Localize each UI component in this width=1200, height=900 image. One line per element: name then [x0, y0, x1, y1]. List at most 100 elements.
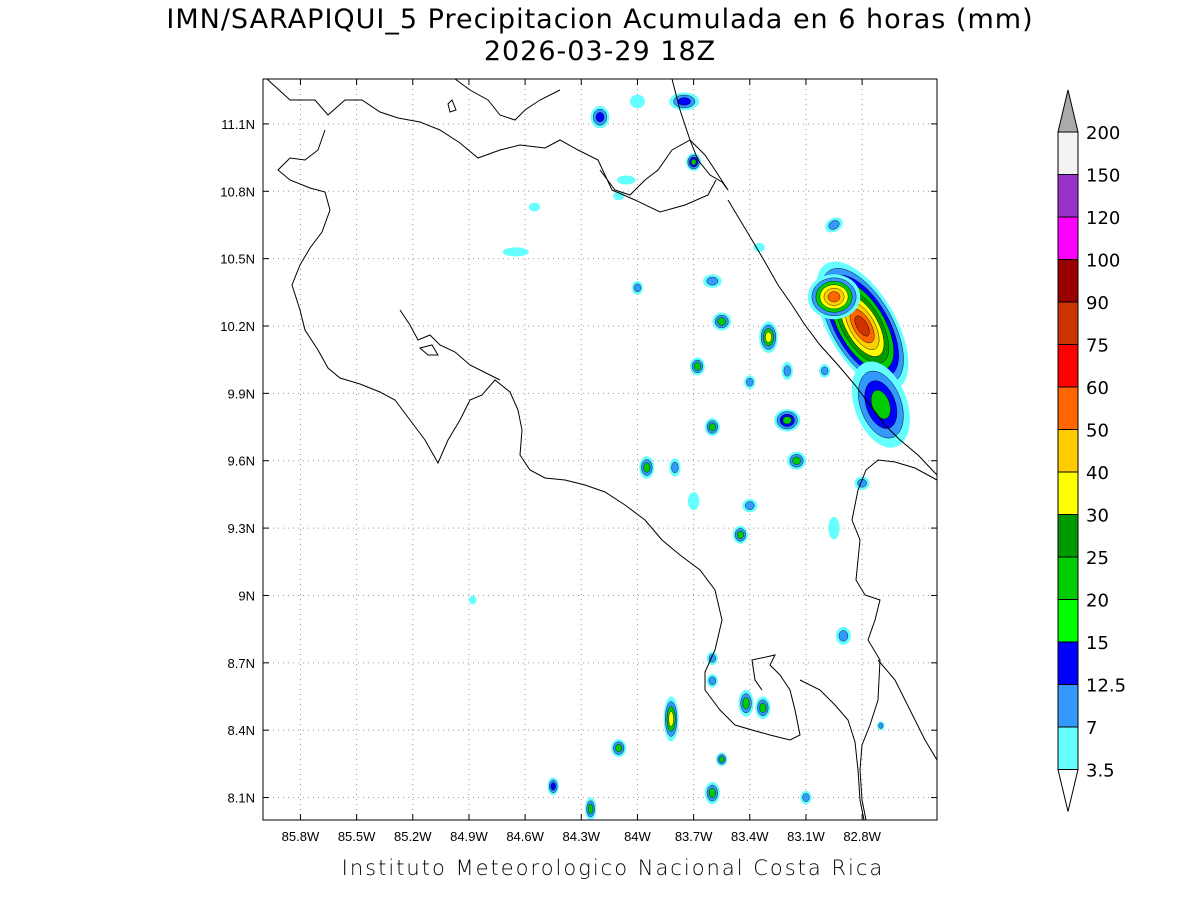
precip-contour — [708, 788, 716, 799]
colorbar-label: 60 — [1086, 378, 1109, 399]
panama-border — [851, 459, 937, 820]
precip-contour — [468, 595, 477, 605]
colorbar-label: 25 — [1086, 548, 1109, 569]
precip-contour — [765, 331, 772, 343]
pacific-coast-guanacaste — [277, 129, 801, 741]
colorbar: 3.5 7 12.5 15 20 25 30 40 50 60 75 90 100 120 150 200 — [1057, 89, 1126, 812]
colorbar-label: 100 — [1086, 251, 1120, 272]
precip-cell — [851, 361, 910, 448]
precip-cell — [686, 153, 702, 172]
precip-contour — [759, 702, 767, 713]
precip-cell — [712, 312, 732, 331]
colorbar-swatch — [1057, 599, 1079, 643]
precip-contour — [588, 803, 594, 814]
map-background — [263, 79, 937, 820]
colorbar-swatch — [1057, 174, 1079, 218]
colorbar-label: 50 — [1086, 421, 1109, 442]
colorbar-swatch — [1057, 471, 1079, 515]
precip-contour — [613, 191, 625, 201]
map-date: 2026-03-29 18Z — [483, 36, 717, 67]
precip-cell — [663, 696, 679, 742]
lat-tick-label: 9.9N — [228, 386, 255, 401]
lon-tick-label: 84W — [624, 829, 651, 844]
colorbar-swatch — [1057, 131, 1079, 175]
precip-contour — [690, 158, 697, 166]
precip-contour — [693, 362, 701, 371]
colorbar-label: 15 — [1086, 633, 1109, 654]
colorbar-swatch — [1057, 641, 1079, 685]
precip-cell — [716, 752, 728, 767]
precip-cell — [689, 357, 705, 376]
precip-contour — [746, 377, 754, 387]
caribbean-coast — [727, 199, 937, 476]
precip-contour — [615, 744, 623, 753]
precip-contour — [782, 416, 792, 425]
precip-contour — [828, 220, 840, 230]
coastlines — [266, 79, 937, 820]
lat-tick-label: 9.6N — [228, 454, 255, 469]
lat-tick-label: 10.2N — [220, 319, 255, 334]
precip-cell — [669, 92, 700, 111]
precip-cell — [613, 191, 625, 201]
precip-cell — [800, 790, 812, 805]
precip-cell — [616, 175, 636, 185]
precip-contour — [633, 283, 642, 293]
longitude-axis: 85.8W 85.5W 85.2W 84.9W 84.6W 84.3W 84W 83.7W 83… — [282, 79, 882, 844]
precip-contour — [616, 175, 636, 185]
precip-contour — [838, 630, 849, 642]
precip-contour — [528, 202, 541, 212]
precip-contour — [792, 456, 801, 465]
colorbar-swatch — [1057, 259, 1079, 303]
precip-cell — [669, 458, 681, 477]
precip-contour — [719, 756, 725, 763]
colorbar-label: 7 — [1086, 718, 1097, 739]
precip-cell — [774, 409, 801, 432]
precip-contour — [708, 422, 716, 432]
colorbar-label: 3.5 — [1086, 761, 1115, 782]
precip-contour — [854, 315, 870, 337]
precip-contour — [783, 365, 791, 377]
precip-cell — [835, 626, 851, 645]
gulf-of-nicoya — [399, 309, 501, 381]
map-title: IMN/SARAPIQUI_5 Precipitacion Acumulada … — [166, 4, 1034, 35]
precip-contour — [595, 112, 605, 123]
precip-cell — [825, 217, 843, 233]
precip-cell — [706, 674, 718, 688]
precip-contour — [643, 462, 651, 473]
colorbar-bottom-arrow — [1057, 769, 1079, 812]
precip-contour — [828, 516, 840, 540]
colorbar-label: 120 — [1086, 208, 1120, 229]
colorbar-swatch — [1057, 344, 1079, 388]
precip-contour — [677, 97, 691, 106]
lon-tick-label: 83.7W — [675, 829, 713, 844]
precip-contour — [502, 247, 529, 257]
precip-cell — [687, 492, 700, 511]
precip-cell — [704, 418, 720, 437]
precip-cell — [468, 595, 477, 605]
precip-contour — [821, 366, 829, 376]
precip-contour — [668, 711, 674, 727]
colorbar-label: 30 — [1086, 506, 1109, 527]
precip-cell — [547, 777, 559, 796]
gridlines — [263, 79, 937, 820]
lon-tick-label: 83.4W — [731, 829, 769, 844]
colorbar-label: 20 — [1086, 591, 1109, 612]
colorbar-swatch — [1057, 726, 1079, 770]
precip-contour — [671, 461, 679, 474]
credit-text: Instituto Meteorologico Nacional Costa R… — [341, 856, 885, 880]
precip-contour — [629, 94, 645, 109]
colorbar-swatch — [1057, 429, 1079, 473]
precip-cell — [781, 361, 793, 380]
lon-tick-label: 84.6W — [506, 829, 544, 844]
precip-contour — [717, 317, 726, 326]
nicaragua-border — [266, 79, 717, 213]
colorbar-swatch — [1057, 684, 1079, 728]
precip-contour — [870, 390, 891, 420]
colorbar-swatch — [1057, 556, 1079, 600]
precip-cell — [755, 696, 771, 719]
precip-contour — [753, 242, 765, 252]
colorbar-swatch — [1057, 216, 1079, 260]
lat-tick-label: 9N — [238, 588, 255, 603]
precip-cell — [706, 651, 718, 666]
